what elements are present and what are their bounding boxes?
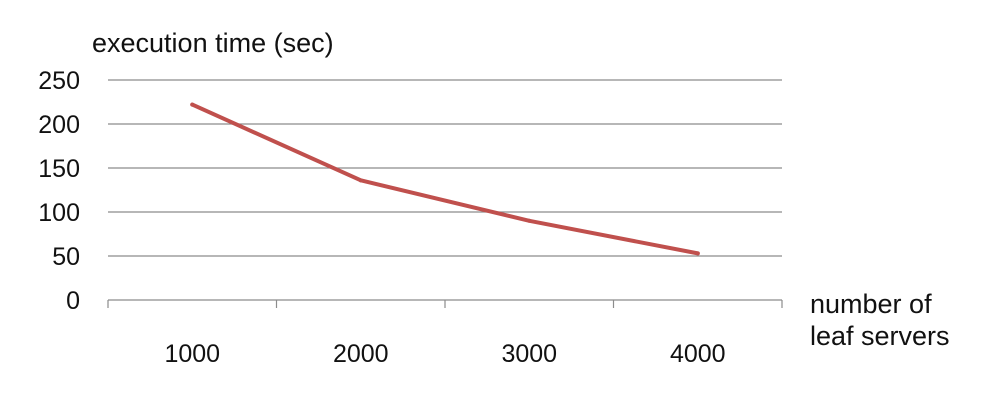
data-point [358, 178, 363, 183]
x-tick-label: 4000 [670, 340, 726, 368]
x-axis-title-line-2: leaf servers [810, 321, 950, 352]
x-axis-title: number of leaf servers [810, 288, 950, 353]
x-axis-title-line-1: number of [810, 289, 932, 319]
y-tick-label: 250 [38, 67, 80, 95]
data-point [190, 102, 195, 107]
y-axis-title: execution time (sec) [92, 28, 334, 58]
x-tick-label: 1000 [164, 340, 220, 368]
y-tick-label: 150 [38, 155, 80, 183]
y-tick-label: 100 [38, 199, 80, 227]
y-tick-label: 50 [52, 243, 80, 271]
x-tick-label: 3000 [501, 340, 557, 368]
data-point [527, 218, 532, 223]
x-tick-label: 2000 [333, 340, 389, 368]
y-tick-label: 0 [66, 287, 80, 315]
series-line [190, 102, 700, 256]
y-tick-label: 200 [38, 111, 80, 139]
data-point [695, 251, 700, 256]
